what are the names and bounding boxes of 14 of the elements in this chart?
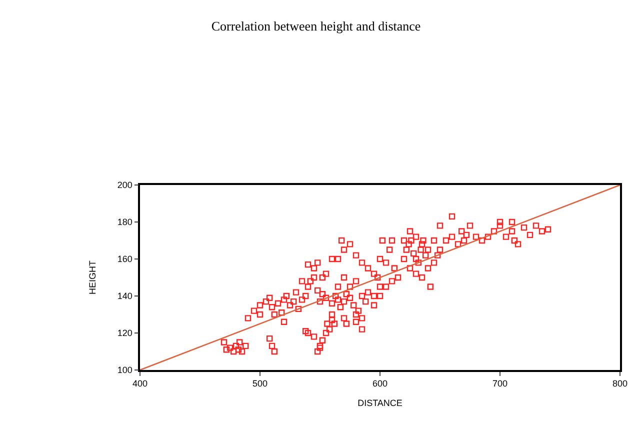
x-tick-label: 500 [252,378,268,389]
x-tick-label: 700 [492,378,508,389]
y-tick-label: 120 [117,328,132,338]
y-tick-label: 160 [117,254,132,264]
chart-title: Correlation between height and distance [211,18,421,34]
x-axis-title: DISTANCE [358,398,402,408]
y-tick-label: 140 [117,291,132,302]
y-axis-title: HEIGHT [87,260,98,295]
x-tick-label: 600 [372,378,388,389]
x-tick-label: 400 [132,378,148,389]
y-tick-label: 100 [117,365,132,376]
y-tick-label: 200 [117,180,132,190]
x-tick-label: 800 [612,378,628,389]
y-tick-label: 180 [117,217,132,228]
